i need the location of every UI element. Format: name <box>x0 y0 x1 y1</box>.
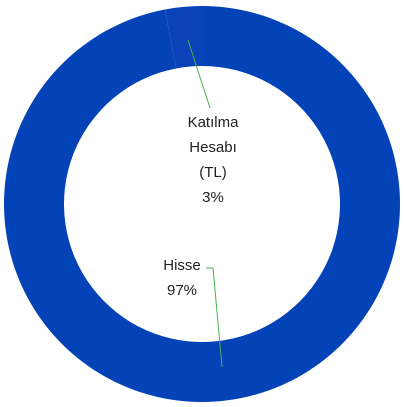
category-label: Hisse <box>163 257 201 274</box>
slice <box>4 6 400 402</box>
category-label: Katılma Hesabı (TL) <box>187 114 239 181</box>
leader-line <box>187 39 211 109</box>
slice <box>164 6 202 69</box>
value-label: 97% <box>166 282 198 299</box>
slice-label: Hisse 97% <box>150 253 214 303</box>
slice-label: Katılma Hesabı (TL) 3% <box>177 110 249 210</box>
leader-line <box>206 267 223 368</box>
value-label: 3% <box>202 189 224 206</box>
